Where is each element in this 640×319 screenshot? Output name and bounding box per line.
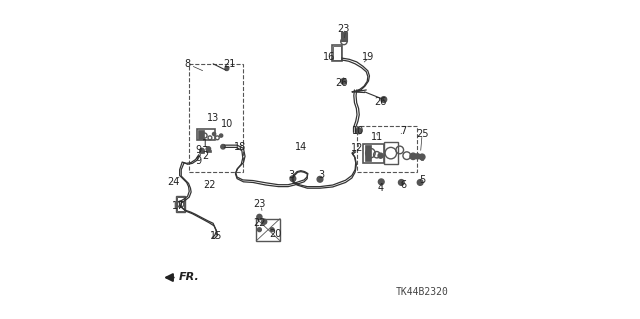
Text: 26: 26: [335, 78, 348, 88]
Text: 6: 6: [400, 180, 406, 190]
Text: 23: 23: [338, 24, 350, 34]
Circle shape: [257, 228, 261, 232]
Circle shape: [378, 179, 384, 185]
Text: 18: 18: [234, 142, 246, 152]
Bar: [176, 196, 186, 212]
Circle shape: [206, 147, 211, 151]
Circle shape: [212, 132, 216, 136]
Circle shape: [221, 145, 225, 149]
Text: 20: 20: [269, 229, 282, 240]
Text: 21: 21: [223, 59, 236, 69]
Text: 16: 16: [323, 52, 336, 63]
Circle shape: [290, 176, 296, 182]
Bar: [198, 130, 204, 139]
Text: 22: 22: [253, 218, 266, 228]
Circle shape: [419, 154, 425, 160]
Bar: [177, 197, 184, 211]
Circle shape: [378, 153, 383, 158]
Circle shape: [356, 128, 362, 134]
Text: 24: 24: [168, 177, 180, 187]
Circle shape: [415, 154, 420, 159]
Circle shape: [381, 97, 387, 102]
Bar: [333, 46, 341, 60]
Circle shape: [317, 176, 323, 182]
Bar: [421, 154, 423, 160]
Bar: [332, 45, 342, 61]
Text: 26: 26: [374, 97, 387, 107]
Bar: [197, 129, 215, 140]
Bar: [364, 144, 384, 163]
Text: 23: 23: [253, 199, 266, 209]
Bar: [256, 219, 280, 241]
Text: 13: 13: [207, 113, 220, 123]
Text: 17: 17: [172, 201, 184, 211]
Text: 4: 4: [378, 183, 383, 193]
Text: 10: 10: [352, 126, 364, 136]
Text: 5: 5: [419, 175, 425, 185]
Circle shape: [200, 148, 204, 153]
Text: 25: 25: [416, 129, 428, 139]
Text: 1: 1: [202, 138, 208, 149]
Text: 9: 9: [196, 145, 202, 155]
Text: 2: 2: [202, 151, 208, 161]
Text: TK44B2320: TK44B2320: [396, 287, 449, 297]
Bar: [384, 142, 398, 164]
Text: 9: 9: [196, 156, 202, 166]
Circle shape: [340, 78, 346, 84]
Circle shape: [220, 134, 223, 137]
Circle shape: [257, 214, 262, 219]
Text: 10: 10: [221, 119, 234, 130]
Text: 8: 8: [184, 59, 191, 69]
Text: 14: 14: [295, 142, 307, 152]
Text: 22: 22: [204, 180, 216, 190]
Bar: [365, 145, 371, 161]
Text: 15: 15: [210, 231, 223, 241]
Circle shape: [410, 153, 417, 160]
Text: 12: 12: [351, 143, 363, 153]
Circle shape: [399, 180, 404, 185]
Text: 7: 7: [400, 126, 406, 136]
Bar: [206, 150, 211, 152]
Circle shape: [225, 67, 228, 70]
Circle shape: [417, 180, 423, 185]
Bar: [341, 32, 347, 41]
Text: 11: 11: [371, 132, 383, 142]
Text: 3: 3: [319, 170, 324, 181]
Circle shape: [270, 228, 274, 232]
Text: FR.: FR.: [179, 271, 200, 282]
Circle shape: [262, 219, 267, 224]
Text: 3: 3: [288, 170, 294, 181]
Bar: [200, 151, 204, 153]
Text: 19: 19: [362, 52, 374, 63]
